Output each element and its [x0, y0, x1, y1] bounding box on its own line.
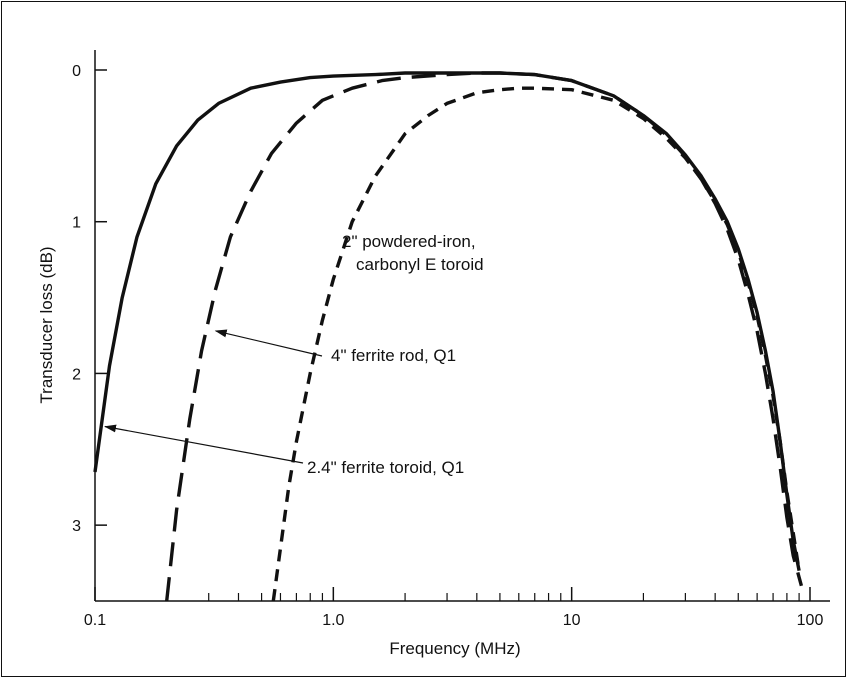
annotation-arrow-ferrite-rod	[214, 329, 323, 357]
x-tick-label: 100	[797, 612, 824, 629]
axes	[94, 50, 830, 602]
series-line-2	[271, 86, 801, 602]
series-group	[93, 71, 804, 602]
y-tick-label: 1	[72, 215, 81, 232]
ticks	[94, 69, 811, 601]
annotation-ferrite-toroid: 2.4" ferrite toroid, Q1	[307, 458, 464, 477]
y-tick-label: 3	[72, 518, 81, 535]
y-axis-title: Transducer loss (dB)	[37, 246, 56, 403]
tick-labels: 0 1 2 3 0.1 1.0 10 100	[72, 63, 823, 629]
series-line-1	[165, 71, 804, 602]
y-tick-label: 2	[72, 366, 81, 383]
x-axis-title: Frequency (MHz)	[389, 639, 520, 658]
annotation-powdered-iron-line1: 2" powdered-iron,	[342, 232, 476, 251]
annotations: 2.4" ferrite toroid, Q1 4" ferrite rod, …	[104, 232, 484, 477]
annotation-ferrite-rod: 4" ferrite rod, Q1	[331, 346, 456, 365]
x-tick-label: 0.1	[84, 612, 106, 629]
y-tick-label: 0	[72, 63, 81, 80]
x-tick-label: 1.0	[322, 612, 344, 629]
x-tick-label: 10	[563, 612, 581, 629]
annotation-arrow-ferrite-toroid	[104, 424, 304, 464]
series-line-0	[93, 71, 801, 572]
annotation-powdered-iron-line2: carbonyl E toroid	[356, 255, 484, 274]
